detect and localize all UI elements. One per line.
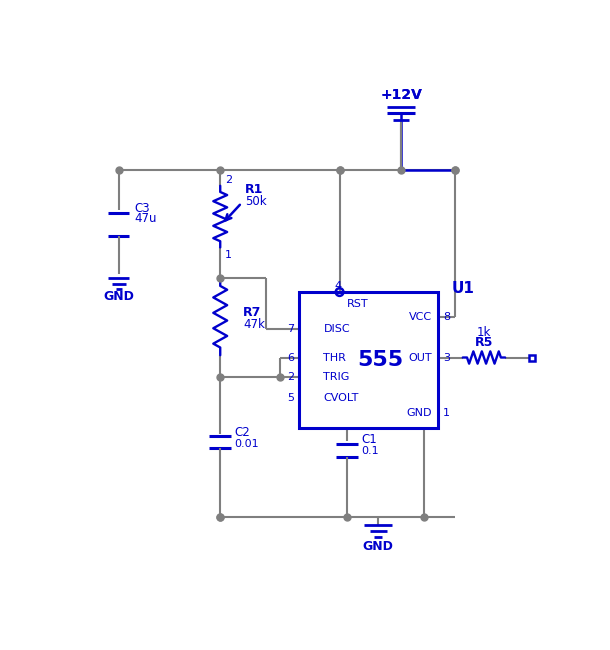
Text: GND: GND	[406, 408, 432, 418]
Text: THR: THR	[323, 352, 346, 363]
Text: 7: 7	[287, 324, 294, 334]
Text: 2: 2	[225, 175, 232, 185]
Text: C1: C1	[361, 434, 377, 447]
Text: 6: 6	[287, 352, 294, 363]
Text: GND: GND	[103, 290, 134, 303]
Text: C2: C2	[234, 426, 250, 439]
Text: 47u: 47u	[134, 213, 157, 226]
Text: DISC: DISC	[323, 324, 350, 334]
Text: +12V: +12V	[380, 88, 422, 102]
Text: 47k: 47k	[243, 318, 265, 331]
Text: 1: 1	[443, 408, 450, 418]
Text: 50k: 50k	[245, 195, 267, 208]
Text: VCC: VCC	[409, 312, 432, 322]
FancyBboxPatch shape	[299, 292, 438, 428]
Text: 5: 5	[287, 393, 294, 402]
Text: R5: R5	[475, 335, 493, 348]
Text: GND: GND	[362, 540, 393, 552]
Text: 3: 3	[443, 352, 450, 363]
Text: 4: 4	[334, 281, 342, 291]
Text: RST: RST	[347, 300, 369, 309]
Text: R1: R1	[245, 183, 264, 196]
Text: 1k: 1k	[477, 326, 491, 339]
Text: R7: R7	[243, 306, 262, 319]
Text: +12V: +12V	[380, 88, 422, 102]
Text: TRIG: TRIG	[323, 372, 350, 382]
Text: 0.1: 0.1	[361, 447, 379, 456]
Text: C3: C3	[134, 202, 149, 215]
Text: 8: 8	[443, 312, 450, 322]
Text: U1: U1	[452, 281, 475, 296]
Text: 1: 1	[225, 250, 232, 260]
Text: 2: 2	[287, 372, 294, 382]
Text: OUT: OUT	[408, 352, 432, 363]
Text: 555: 555	[357, 350, 403, 370]
Text: CVOLT: CVOLT	[323, 393, 359, 402]
Text: 0.01: 0.01	[234, 439, 259, 448]
